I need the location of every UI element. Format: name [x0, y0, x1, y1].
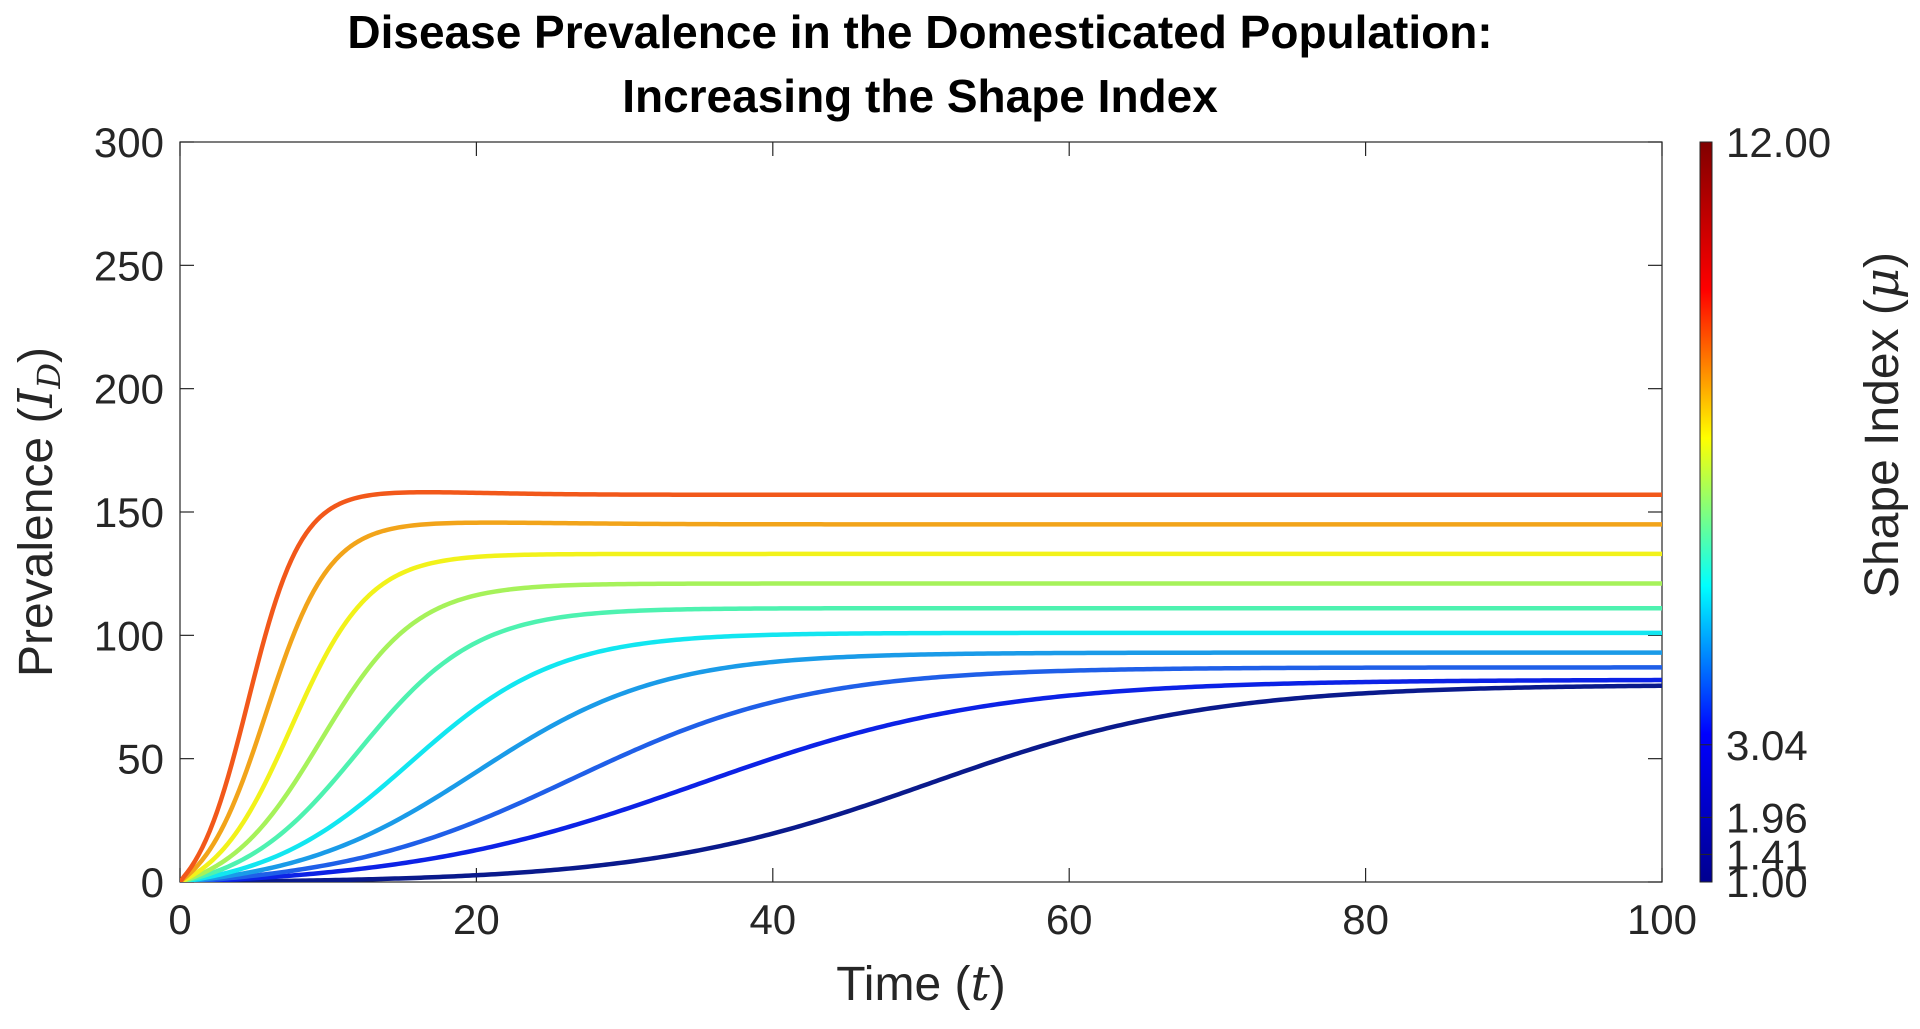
series-line-curve-8 — [180, 551, 1662, 882]
colorbar — [1699, 141, 1713, 883]
y-tick-label: 200 — [94, 366, 164, 413]
series-line-curve-10 — [180, 489, 1662, 882]
x-tick-label: 20 — [453, 896, 500, 943]
colorbar-label: Shape Index (μ) — [1854, 252, 1910, 598]
series-line-curve-9 — [180, 520, 1662, 882]
series-line-curve-1 — [180, 683, 1662, 882]
colorbar-tick-label: 12.00 — [1726, 119, 1831, 166]
y-axis-ticks: 0 50 100 150 200 250 300 — [94, 119, 1662, 906]
series-line-curve-7 — [180, 581, 1662, 882]
series-line-curve-4 — [180, 650, 1662, 882]
x-tick-label: 100 — [1627, 896, 1697, 943]
plot-area — [179, 141, 1663, 883]
x-axis-ticks: 0 20 40 60 80 100 — [168, 142, 1697, 943]
chart-title-line-2: Increasing the Shape Index — [622, 70, 1218, 122]
x-tick-label: 40 — [749, 896, 796, 943]
colorbar-ticks: 1.001.411.96 3.04 12.00 — [1700, 119, 1831, 906]
series-line-curve-2 — [180, 677, 1662, 882]
colorbar-tick-label: 3.04 — [1726, 722, 1808, 769]
series-group — [180, 489, 1662, 882]
x-tick-label: 60 — [1046, 896, 1093, 943]
series-line-curve-5 — [180, 630, 1662, 882]
y-axis-label: Prevalence (ID) — [8, 347, 68, 677]
x-tick-label: 80 — [1342, 896, 1389, 943]
colorbar-tick-label: 1.41 — [1726, 831, 1808, 878]
y-tick-label: 250 — [94, 242, 164, 289]
y-tick-label: 50 — [117, 736, 164, 783]
x-axis-label: Time (t) — [836, 956, 1005, 1012]
y-tick-label: 150 — [94, 489, 164, 536]
series-line-curve-6 — [180, 605, 1662, 882]
y-tick-label: 100 — [94, 612, 164, 659]
series-line-curve-3 — [180, 665, 1662, 882]
y-tick-label: 0 — [141, 859, 164, 906]
chart-title-line-1: Disease Prevalence in the Domesticated P… — [347, 6, 1492, 58]
x-tick-label: 0 — [168, 896, 191, 943]
colorbar-tick-label: 1.00 — [1726, 859, 1808, 906]
colorbar-tick-label: 1.96 — [1726, 794, 1808, 841]
y-tick-label: 300 — [94, 119, 164, 166]
